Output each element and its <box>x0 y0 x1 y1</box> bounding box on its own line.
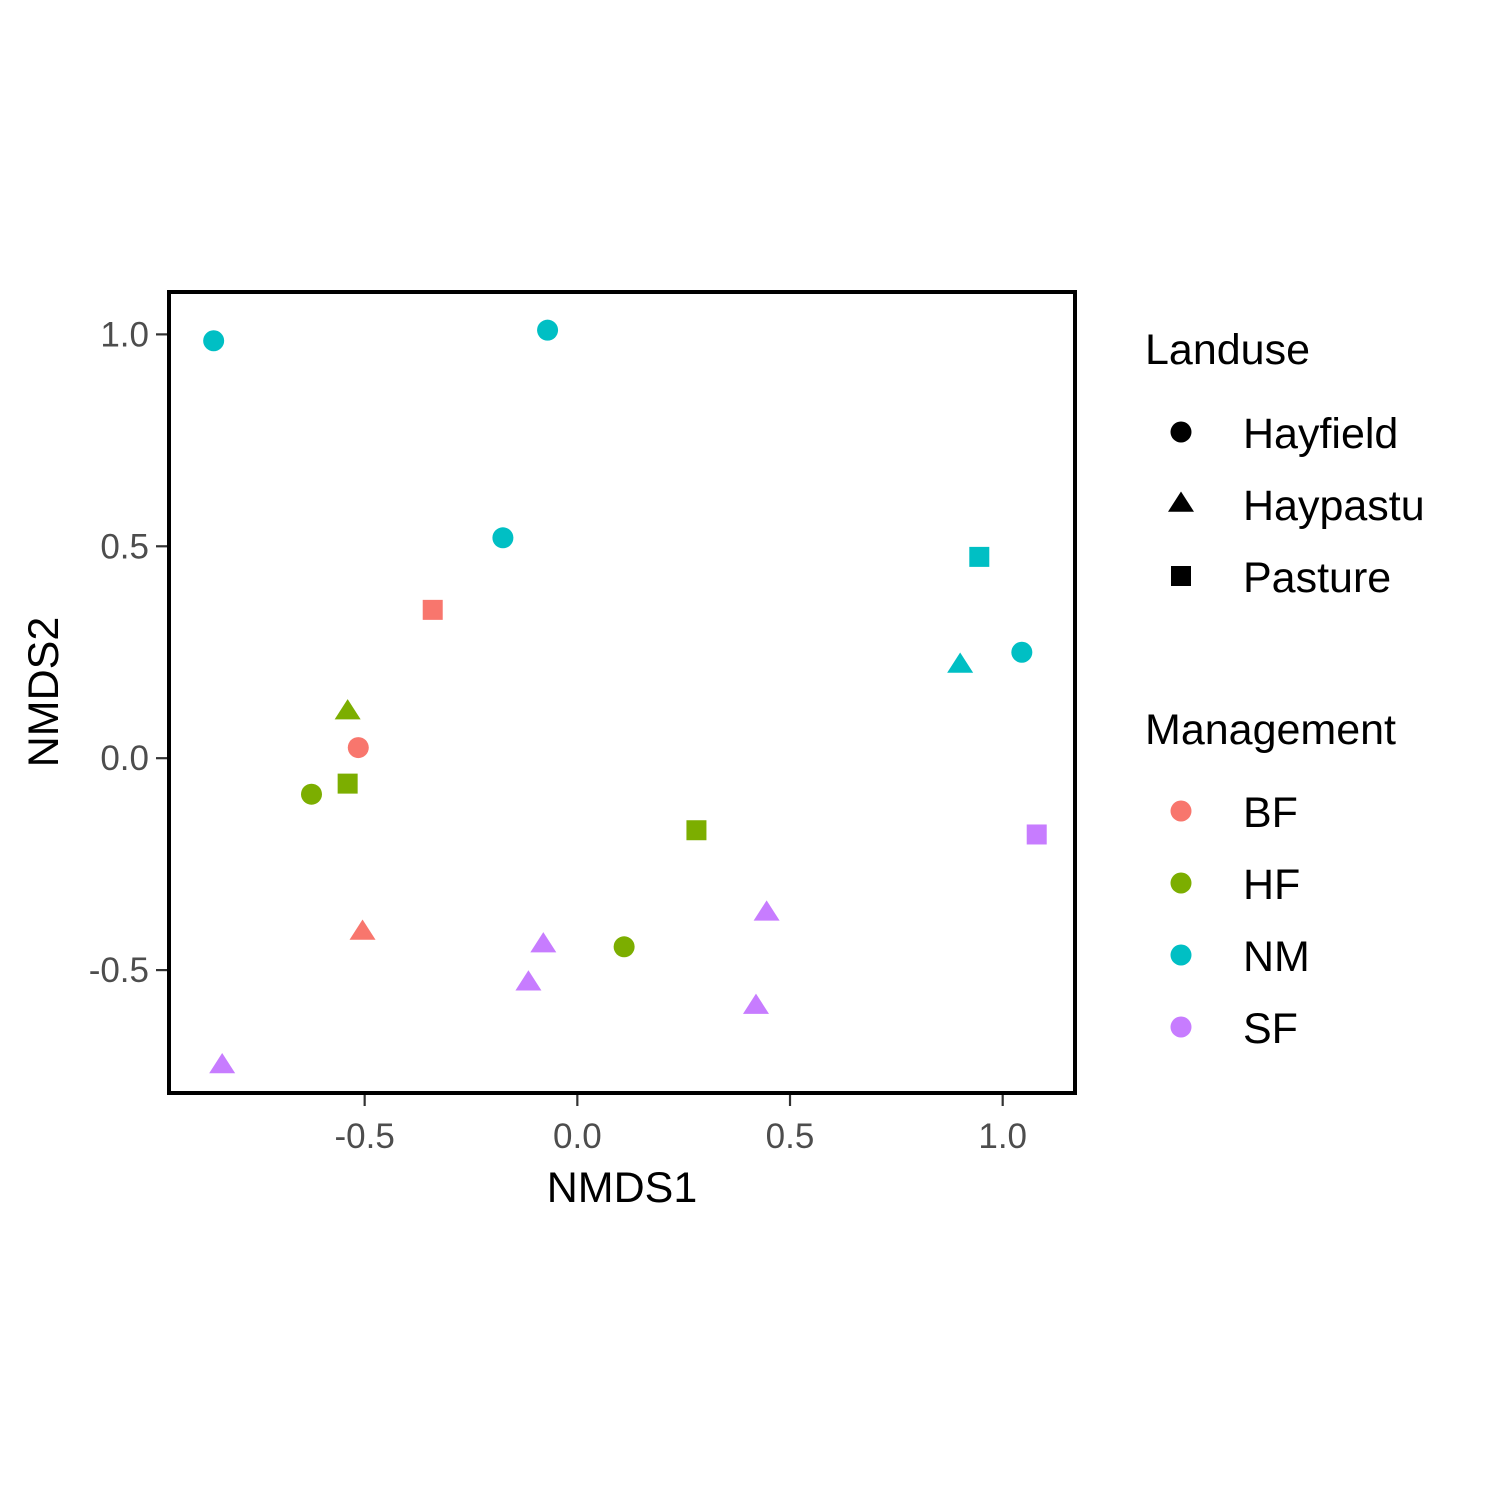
data-point <box>347 737 369 759</box>
legend-landuse-label: Haypastu <box>1243 482 1425 530</box>
y-tick-label: 0.5 <box>100 527 149 566</box>
data-point <box>1026 824 1047 845</box>
legend-key-circle <box>1170 944 1192 966</box>
data-point <box>742 993 769 1014</box>
data-point <box>349 919 376 940</box>
y-axis: -0.5 0.0 0.5 1.0 <box>89 315 167 990</box>
x-tick-label: 0.5 <box>766 1117 815 1156</box>
x-tick-label: 1.0 <box>978 1117 1027 1156</box>
legend-management-label: SF <box>1243 1005 1298 1053</box>
legend-management-label: BF <box>1243 789 1298 837</box>
legend-management-title: Management <box>1145 706 1396 754</box>
data-point <box>334 699 361 720</box>
legend-management: Management BF HF NM SF <box>1145 706 1396 1053</box>
plot-panel-border <box>167 290 1077 1095</box>
legend-management-label: NM <box>1243 933 1310 981</box>
y-tick-label: -0.5 <box>89 951 149 990</box>
data-point <box>753 900 780 921</box>
y-tick-label: 1.0 <box>100 315 149 354</box>
legend-key-circle <box>1170 421 1192 443</box>
y-tick-label: 0.0 <box>100 739 149 778</box>
legend-landuse-label: Pasture <box>1243 554 1391 602</box>
points-layer <box>203 319 1047 1074</box>
data-point <box>422 599 443 620</box>
y-axis-title: NMDS2 <box>20 617 68 768</box>
legend-key-square <box>1171 566 1191 586</box>
data-point <box>337 773 358 794</box>
data-point <box>613 936 635 958</box>
data-point <box>947 652 974 673</box>
data-point <box>686 820 707 841</box>
x-axis: -0.5 0.0 0.5 1.0 <box>335 1095 1027 1156</box>
data-point <box>492 527 514 549</box>
legend-management-label: HF <box>1243 861 1300 909</box>
data-point <box>203 330 225 352</box>
data-point <box>209 1052 236 1074</box>
x-tick-label: 0.0 <box>553 1117 602 1156</box>
x-axis-title: NMDS1 <box>547 1164 698 1212</box>
legend-key-circle <box>1170 1016 1192 1038</box>
legend-landuse-label: Hayfield <box>1243 410 1398 458</box>
legend-landuse: Landuse Hayfield Haypastu Pasture <box>1145 326 1425 602</box>
data-point <box>969 546 990 567</box>
legend-key-circle <box>1170 872 1192 894</box>
data-point <box>537 319 559 341</box>
data-point <box>300 783 322 805</box>
legend-key-circle <box>1170 800 1192 822</box>
legend-key-triangle <box>1168 491 1194 512</box>
data-point <box>1011 641 1033 663</box>
x-tick-label: -0.5 <box>335 1117 395 1156</box>
data-point <box>530 932 557 953</box>
data-point <box>515 970 542 991</box>
legend-landuse-title: Landuse <box>1145 326 1310 374</box>
